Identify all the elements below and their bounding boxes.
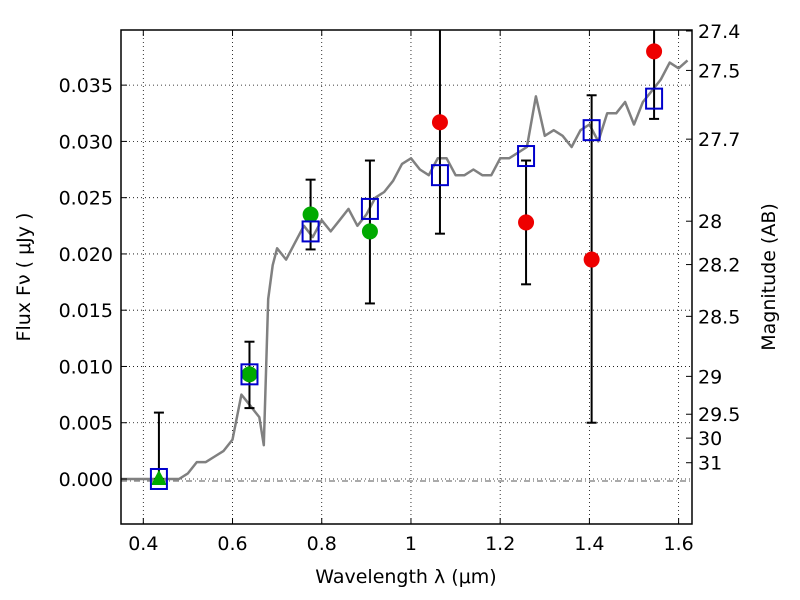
x-tick-label: 1.2 bbox=[485, 533, 515, 555]
y-tick-label: 0.030 bbox=[59, 131, 113, 153]
x-tick-label: 1 bbox=[405, 533, 417, 555]
model-square-marker bbox=[430, 164, 449, 187]
triangle-marker bbox=[150, 469, 167, 485]
y-axis-label: Flux Fν ( μJy ) bbox=[13, 213, 35, 342]
model-square-marker bbox=[645, 87, 664, 110]
x-tick-label: 0.8 bbox=[307, 533, 337, 555]
y-tick-label: 0.005 bbox=[59, 413, 113, 435]
model-square-marker bbox=[582, 119, 601, 142]
y-tick-label: 0.010 bbox=[59, 356, 113, 378]
upper-limit-marker bbox=[583, 251, 600, 268]
y2-tick-label: 27.4 bbox=[698, 21, 740, 43]
upper-limit-marker bbox=[518, 214, 535, 231]
y2-tick-label: 28.5 bbox=[698, 306, 740, 328]
y2-tick-label: 29.5 bbox=[698, 404, 740, 426]
y-tick-label: 0.015 bbox=[59, 300, 113, 322]
x-axis-label: Wavelength λ (μm) bbox=[315, 566, 496, 588]
model-square-marker bbox=[240, 363, 259, 386]
detection-marker bbox=[361, 223, 378, 240]
y-tick-label: 0.035 bbox=[59, 75, 113, 97]
y2-axis-label: Magnitude (AB) bbox=[758, 203, 780, 351]
model-square-marker bbox=[301, 220, 320, 243]
y2-tick-label: 28 bbox=[698, 211, 722, 233]
plot-area bbox=[121, 30, 689, 490]
grid bbox=[121, 30, 692, 524]
model-square-marker bbox=[360, 197, 379, 220]
y-tick-label: 0.020 bbox=[59, 244, 113, 266]
y2-tick-label: 31 bbox=[698, 453, 722, 475]
x-tick-label: 0.4 bbox=[128, 533, 158, 555]
model-square-marker bbox=[149, 467, 168, 490]
y-tick-label: 0.025 bbox=[59, 188, 113, 210]
axes: 0.4 0.6 0.8 1 1.2 1.4 1.6 0.000 0.005 0.010 0.015 0… bbox=[59, 21, 741, 555]
model-square-marker bbox=[517, 145, 536, 168]
x-tick-label: 1.4 bbox=[574, 533, 604, 555]
y2-tick-label: 27.5 bbox=[698, 60, 740, 82]
plot-frame bbox=[120, 29, 693, 525]
upper-limit-marker bbox=[646, 43, 663, 60]
x-tick-label: 0.6 bbox=[217, 533, 247, 555]
spectrum-line bbox=[121, 59, 689, 481]
detection-marker bbox=[302, 206, 319, 223]
y2-tick-label: 28.2 bbox=[698, 255, 740, 277]
y2-tick-label: 30 bbox=[698, 428, 722, 450]
y2-tick-label: 27.7 bbox=[698, 129, 740, 151]
y2-tick-label: 29 bbox=[698, 366, 722, 388]
y-tick-label: 0.000 bbox=[59, 469, 113, 491]
detection-marker bbox=[241, 366, 258, 383]
upper-limit-marker bbox=[431, 114, 448, 131]
x-tick-label: 1.6 bbox=[664, 533, 694, 555]
